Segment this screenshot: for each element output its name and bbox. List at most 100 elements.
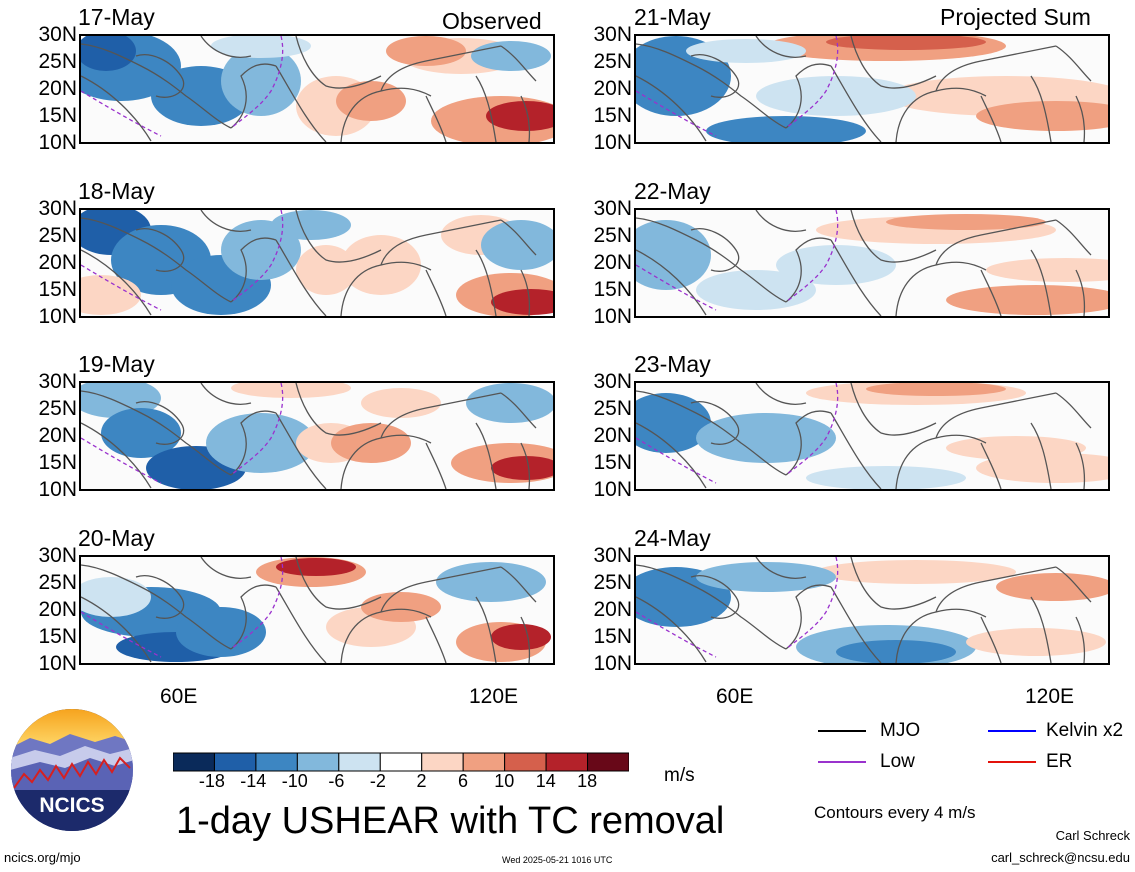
shear-patch xyxy=(826,36,986,50)
colorbar-swatch xyxy=(545,752,589,772)
coastline xyxy=(475,249,497,316)
author-email: carl_schreck@ncsu.edu xyxy=(991,850,1130,865)
coastline xyxy=(935,566,1057,613)
coastline xyxy=(230,584,277,650)
coastline xyxy=(636,422,707,489)
coastline xyxy=(81,564,232,650)
lat-tick-30n: 30N xyxy=(593,544,632,567)
coastline xyxy=(340,261,432,316)
coastline xyxy=(81,422,152,489)
lat-tick-10n: 10N xyxy=(593,131,632,154)
coastline xyxy=(1030,249,1052,316)
shear-patch xyxy=(696,270,816,310)
low-track xyxy=(636,264,717,311)
author-name: Carl Schreck xyxy=(1055,828,1130,843)
lat-tick-10n: 10N xyxy=(593,652,632,675)
colorbar-tick-label: -14 xyxy=(240,771,267,791)
legend-line-low xyxy=(818,761,866,763)
coastline xyxy=(200,36,252,58)
shear-patch xyxy=(361,592,441,622)
coastline xyxy=(520,442,531,489)
low-track xyxy=(785,210,839,303)
coastline xyxy=(135,228,185,272)
coastline xyxy=(1075,95,1086,142)
legend-label-kelvin: Kelvin x2 xyxy=(1046,720,1124,741)
shear-patch xyxy=(296,245,356,295)
lat-tick-20n: 20N xyxy=(38,77,77,100)
coastline xyxy=(1055,219,1092,256)
coastline xyxy=(1055,392,1092,429)
shear-patch xyxy=(686,39,806,63)
coastline xyxy=(200,557,252,579)
colorbar-swatch xyxy=(213,752,257,772)
colorbar-swatch xyxy=(173,752,215,772)
shear-patch xyxy=(206,413,316,473)
coastline xyxy=(475,75,497,142)
shear-patch xyxy=(386,36,466,66)
coastline xyxy=(275,239,327,316)
shear-patch xyxy=(696,413,836,463)
lon-tick-60e-right: 60E xyxy=(716,685,754,708)
lat-tick-20n: 20N xyxy=(593,598,632,621)
lat-tick-25n: 25N xyxy=(593,571,632,594)
shear-patch xyxy=(756,76,916,116)
coastline xyxy=(425,442,447,489)
coastline xyxy=(755,383,807,405)
coastline xyxy=(275,586,327,663)
lat-tick-15n: 15N xyxy=(593,278,632,301)
coastline xyxy=(755,557,807,579)
colorbar-tick-label: 10 xyxy=(494,771,515,791)
coastline xyxy=(475,422,497,489)
colorbar-swatch xyxy=(379,752,423,772)
colorbar-tick-label: 2 xyxy=(416,771,427,791)
coastline xyxy=(500,392,537,429)
panel-title-left-1: 17-May xyxy=(78,4,155,30)
coastline xyxy=(81,43,232,129)
coastline xyxy=(636,75,707,142)
lat-tick-15n: 15N xyxy=(38,104,77,127)
map-panel-right-3 xyxy=(634,381,1110,491)
shear-patch xyxy=(946,285,1108,315)
map-panel-right-2 xyxy=(634,208,1110,318)
colorbar-swatch xyxy=(296,752,340,772)
colorbar-swatch xyxy=(338,752,381,772)
shear-patch xyxy=(636,393,711,453)
coastline xyxy=(425,616,447,663)
coastline xyxy=(1075,616,1086,663)
lon-tick-120e-right: 120E xyxy=(1025,685,1075,708)
coastline xyxy=(135,401,185,445)
shear-patch xyxy=(491,624,551,650)
colorbar-swatch xyxy=(255,752,298,772)
colorbar-tick-label: -6 xyxy=(328,771,345,791)
low-track xyxy=(230,210,284,303)
colorbar-tick-label: -18 xyxy=(198,771,225,791)
legend-line-er xyxy=(988,761,1036,763)
site-url: ncics.org/mjo xyxy=(4,850,81,865)
coastline xyxy=(935,45,1057,92)
coastline xyxy=(690,228,740,272)
coastline xyxy=(935,392,1057,439)
lat-tick-10n: 10N xyxy=(38,131,77,154)
shear-patch xyxy=(776,245,896,285)
shear-patch xyxy=(101,408,181,458)
coastline xyxy=(230,237,277,303)
shear-map-icon xyxy=(81,36,553,142)
coastline xyxy=(980,95,1002,142)
coastline xyxy=(81,249,152,316)
shear-patch xyxy=(471,41,551,71)
coastline xyxy=(980,269,1002,316)
lat-tick-25n: 25N xyxy=(38,571,77,594)
shear-patch xyxy=(946,436,1086,460)
low-track xyxy=(636,611,717,658)
coastline xyxy=(340,608,432,663)
coastline xyxy=(895,434,987,489)
colorbar-tick-label: -2 xyxy=(369,771,386,791)
coastline xyxy=(1055,566,1092,603)
map-panel-left-4 xyxy=(79,555,555,665)
coastline xyxy=(850,383,937,436)
lat-tick-20n: 20N xyxy=(38,251,77,274)
coastline xyxy=(755,210,807,232)
low-track xyxy=(81,611,162,658)
coastline xyxy=(980,616,1002,663)
lon-tick-60e-left: 60E xyxy=(160,685,198,708)
